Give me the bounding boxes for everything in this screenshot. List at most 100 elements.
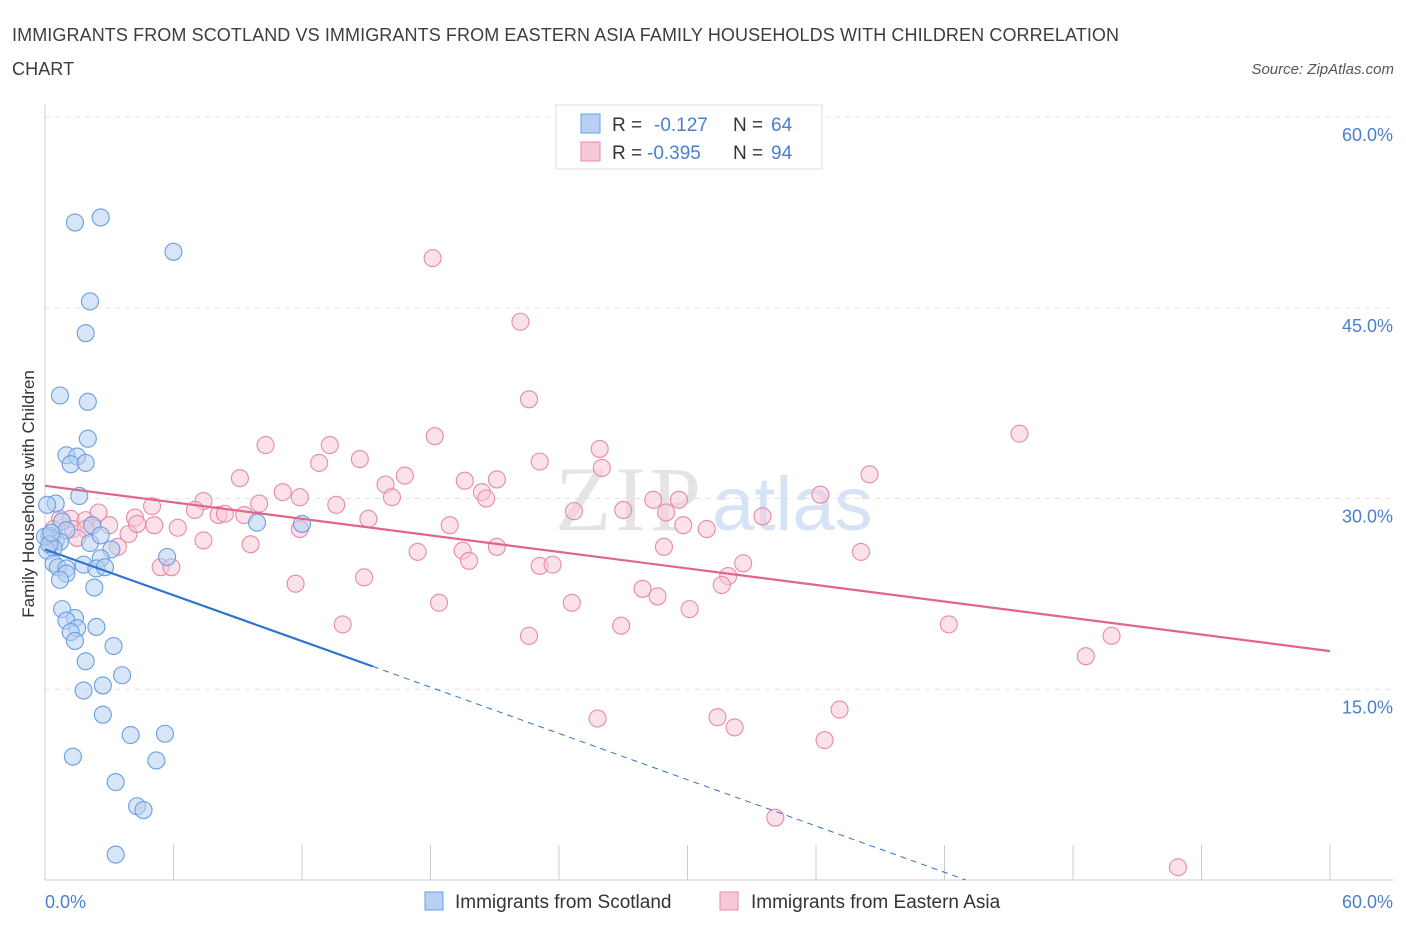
y-tick-label: 60.0% <box>1342 125 1393 145</box>
point-scotland <box>74 681 93 700</box>
point-scotland <box>65 213 85 232</box>
point-eastern-asia <box>320 436 339 455</box>
point-eastern-asia <box>669 490 688 509</box>
x-tick-label-max: 60.0% <box>1342 892 1393 912</box>
point-eastern-asia <box>753 507 772 526</box>
point-scotland <box>93 705 112 724</box>
legend-bottom-label-scotland: Immigrants from Scotland <box>455 892 671 913</box>
point-eastern-asia <box>680 600 699 619</box>
legend-swatch-eastasia <box>580 141 601 162</box>
point-scotland <box>91 526 110 545</box>
point-scotland <box>76 324 95 343</box>
watermark-atlas: atlas <box>712 462 873 547</box>
x-tick-label-min: 0.0% <box>45 892 86 912</box>
trend-layer <box>44 484 1331 881</box>
point-eastern-asia <box>648 587 667 606</box>
point-eastern-asia <box>766 808 785 827</box>
point-scotland <box>78 392 97 411</box>
point-eastern-asia <box>333 615 352 634</box>
point-eastern-asia <box>355 568 374 587</box>
series-scotland <box>35 208 312 864</box>
point-eastern-asia <box>430 593 449 612</box>
point-eastern-asia <box>168 518 187 537</box>
legend-r-value-scotland: -0.127 <box>654 115 708 136</box>
point-eastern-asia <box>697 519 716 539</box>
point-eastern-asia <box>425 427 444 446</box>
point-eastern-asia <box>395 466 414 485</box>
y-tick-label: 45.0% <box>1342 316 1393 336</box>
point-eastern-asia <box>273 483 292 502</box>
point-eastern-asia <box>487 470 506 489</box>
point-eastern-asia <box>644 490 663 509</box>
point-eastern-asia <box>657 503 676 522</box>
legend-bottom: Immigrants from Scotland Immigrants from… <box>424 891 1001 913</box>
point-eastern-asia <box>815 731 834 750</box>
y-tick-label: 15.0% <box>1342 697 1393 717</box>
point-eastern-asia <box>241 535 260 554</box>
point-eastern-asia <box>1010 424 1029 443</box>
legend-r-label-eastasia: R = <box>612 143 647 164</box>
point-eastern-asia <box>590 439 609 458</box>
point-eastern-asia <box>860 465 879 484</box>
point-scotland <box>104 636 123 656</box>
point-scotland <box>76 453 95 472</box>
point-eastern-asia <box>851 542 871 561</box>
chart-title: IMMIGRANTS FROM SCOTLAND VS IMMIGRANTS F… <box>12 25 1120 79</box>
point-eastern-asia <box>734 554 753 573</box>
point-eastern-asia <box>290 488 309 507</box>
series-eastern-asia <box>44 249 1187 877</box>
point-eastern-asia <box>519 626 539 645</box>
point-eastern-asia <box>654 537 673 556</box>
point-eastern-asia <box>519 390 539 409</box>
point-eastern-asia <box>382 488 402 507</box>
point-eastern-asia <box>128 514 147 533</box>
point-eastern-asia <box>562 593 581 612</box>
point-eastern-asia <box>459 551 479 570</box>
point-eastern-asia <box>592 458 611 478</box>
point-eastern-asia <box>487 537 506 556</box>
y-tick-label: 30.0% <box>1342 507 1393 527</box>
trend-line-scotland-extension <box>372 665 967 881</box>
point-eastern-asia <box>230 469 249 488</box>
point-scotland <box>134 801 153 820</box>
point-scotland <box>147 751 166 770</box>
point-eastern-asia <box>543 555 562 574</box>
point-eastern-asia <box>811 485 830 504</box>
legend-n-value-eastasia: 94 <box>771 143 793 164</box>
point-eastern-asia <box>455 471 474 490</box>
point-scotland <box>121 725 140 745</box>
point-eastern-asia <box>674 516 693 535</box>
point-scotland <box>63 747 82 766</box>
point-eastern-asia <box>310 453 329 472</box>
point-eastern-asia <box>359 509 378 528</box>
point-eastern-asia <box>408 542 427 561</box>
point-eastern-asia <box>588 709 607 728</box>
point-scotland <box>158 547 177 567</box>
point-eastern-asia <box>725 718 744 737</box>
trend-line-scotland <box>44 548 374 668</box>
source-label: Source: ZipAtlas.com <box>1251 61 1394 78</box>
point-scotland <box>38 495 57 514</box>
legend-r-label-scotland: R = <box>612 115 647 136</box>
point-eastern-asia <box>194 531 213 550</box>
point-eastern-asia <box>712 575 731 595</box>
point-eastern-asia <box>145 516 164 535</box>
point-scotland <box>113 666 132 685</box>
point-scotland <box>91 208 110 227</box>
point-eastern-asia <box>143 497 162 516</box>
point-eastern-asia <box>477 489 496 508</box>
point-eastern-asia <box>286 574 305 593</box>
point-scotland <box>78 429 97 448</box>
legend-bottom-swatch-eastasia <box>719 891 739 911</box>
point-scotland <box>76 652 95 671</box>
point-scotland <box>65 631 85 650</box>
point-eastern-asia <box>256 436 275 455</box>
point-eastern-asia <box>708 708 727 727</box>
point-eastern-asia <box>423 249 442 268</box>
grid-layer: 15.0% 30.0% 45.0% 60.0% <box>45 116 1393 717</box>
legend-n-label-scotland: N = <box>733 115 768 136</box>
point-scotland <box>42 523 61 542</box>
point-scotland <box>50 570 70 589</box>
watermark: ZIP atlas <box>555 448 873 550</box>
